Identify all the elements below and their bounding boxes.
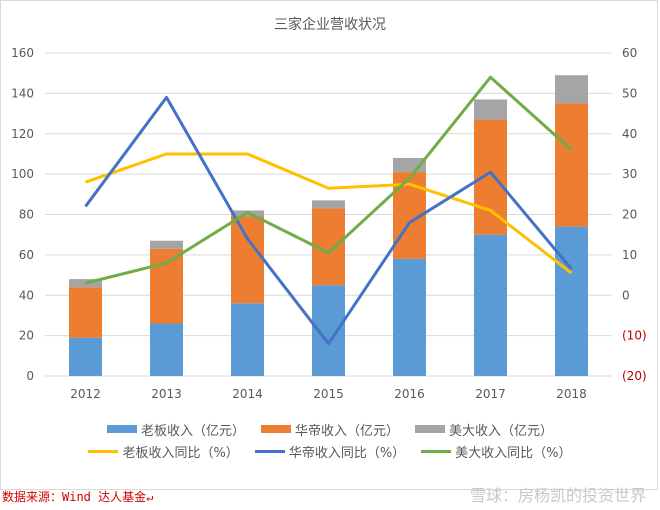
legend-item: 美大收入（亿元） [415,420,553,439]
y-left-tick: 140 [11,86,34,100]
legend-item: 华帝收入同比（%） [254,442,406,461]
legend-item: 老板收入同比（%） [88,442,239,461]
legend-item: 华帝收入（亿元） [260,420,399,439]
bar-segment [312,200,345,209]
y-left-tick: 0 [26,369,34,383]
y-right-tick: 10 [622,248,637,262]
x-tick: 2013 [151,387,182,401]
source-note: 数据来源：Wind 达人基金↵ [2,490,154,504]
y-right-tick: (10) [622,329,647,343]
y-right-tick: 20 [622,208,637,222]
bar-segment [69,287,102,338]
chart-title: 三家企业营收状况 [274,17,386,33]
chart: 0 20 40 60 80 100 120 140 160 (20) (10) 0 10 20 30 40 50… [11,46,647,401]
legend-item: 美大收入同比（%） [421,442,572,461]
x-tick: 2015 [313,387,344,401]
bar-segment [474,99,507,120]
y-right-tick: 40 [622,127,637,141]
y-left-tick: 60 [19,248,34,262]
series-line [84,95,573,346]
bar-segment [150,240,183,249]
bar-segment [555,103,588,227]
legend-label: 美大收入（亿元） [449,423,554,439]
legend-swatch [88,449,119,453]
legend: 老板收入（亿元） 华帝收入（亿元） 美大收入（亿元） 老板收入同比（%） 华帝收入同比… [0,418,660,462]
legend-label: 华帝收入同比（%） [288,445,406,461]
y-right-tick: 30 [622,167,637,181]
legend-item: 老板收入（亿元） [106,420,245,439]
legend-swatch [260,425,291,433]
y-right-tick: 0 [622,288,630,302]
bar-segment [231,303,264,376]
bar-segment [555,75,588,104]
y-right-tick: 50 [622,86,637,100]
legend-label: 老板收入同比（%） [122,445,239,461]
x-tick: 2018 [556,387,587,401]
y-right-tick: (20) [622,369,647,383]
legend-label: 华帝收入（亿元） [294,423,399,439]
bar-segment [393,258,426,376]
y-left-tick: 160 [11,46,34,60]
x-tick: 2016 [394,387,425,401]
watermark: 雪球：房杨凯的投资世界 [469,486,646,505]
bar-segment [555,226,588,376]
legend-swatch [254,449,285,453]
bar-segment [150,323,183,376]
legend-swatch [106,425,137,433]
legend-swatch [421,449,452,453]
bar-segment [474,119,507,235]
series-line [85,75,573,285]
x-tick: 2012 [70,387,101,401]
y-left-tick: 100 [11,167,34,181]
legend-label: 老板收入（亿元） [140,423,245,439]
bar-segment [69,337,102,376]
bar-segment [150,248,183,324]
bar-segment [474,234,507,376]
series-line [85,152,573,275]
x-tick: 2017 [475,387,506,401]
legend-label: 美大收入同比（%） [455,445,572,461]
bar-segment [231,216,264,304]
chart-frame [0,0,658,490]
y-left-tick: 40 [19,288,34,302]
y-left-tick: 20 [19,329,34,343]
y-left-tick: 80 [19,208,34,222]
legend-swatch [415,425,445,433]
x-tick: 2014 [232,387,263,401]
y-right-tick: 60 [622,46,637,60]
y-left-tick: 120 [11,127,34,141]
